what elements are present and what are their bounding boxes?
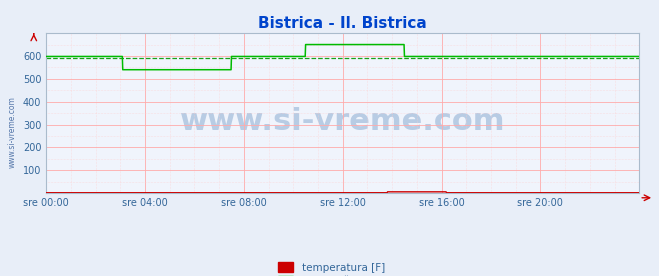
- Title: Bistrica - Il. Bistrica: Bistrica - Il. Bistrica: [258, 15, 427, 31]
- Legend: temperatura [F], pretok [čevelj3/min]: temperatura [F], pretok [čevelj3/min]: [275, 259, 411, 276]
- Text: www.si-vreme.com: www.si-vreme.com: [8, 97, 17, 168]
- Text: www.si-vreme.com: www.si-vreme.com: [180, 107, 505, 136]
